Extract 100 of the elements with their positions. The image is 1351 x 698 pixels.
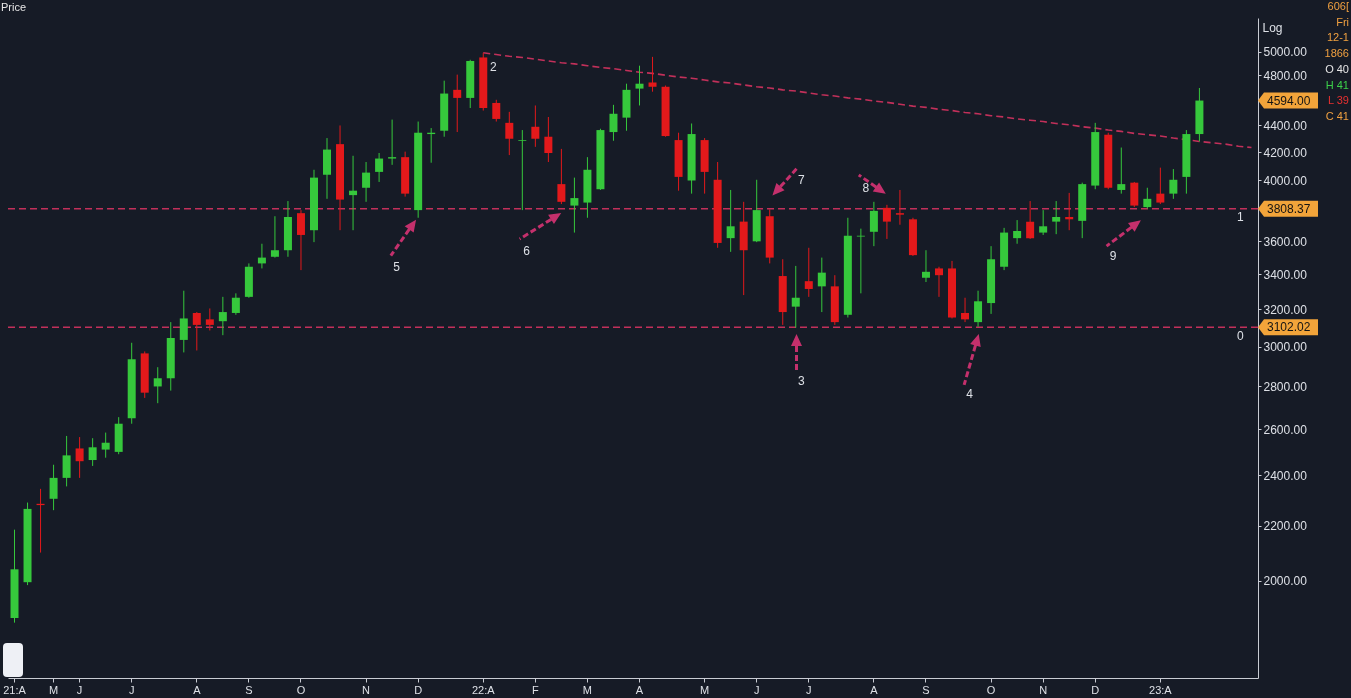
candlestick	[1130, 181, 1139, 208]
y-tick-label: 2000.00	[1263, 574, 1308, 589]
candlestick	[101, 432, 110, 459]
x-tick-label: F	[531, 683, 539, 696]
y-tick-label: 4200.00	[1263, 145, 1308, 160]
annotation: 0	[1236, 329, 1244, 343]
annotation: 2	[489, 59, 497, 74]
x-tick-label: O	[986, 683, 996, 696]
candlestick	[231, 292, 240, 316]
candlestick	[388, 119, 397, 166]
y-tick-label: 2800.00	[1263, 379, 1308, 394]
annotation: 6	[523, 244, 531, 258]
candlestick	[557, 148, 566, 205]
candlestick	[270, 215, 279, 259]
candlestick	[49, 464, 58, 511]
x-tick-label: M	[48, 683, 59, 696]
annotation: 5	[393, 260, 401, 274]
candlestick	[296, 209, 305, 271]
candlestick	[218, 296, 227, 336]
candlestick	[492, 99, 501, 123]
candlestick	[1026, 200, 1035, 240]
candlestick	[544, 116, 553, 163]
candlestick	[726, 189, 735, 253]
candlestick	[921, 249, 930, 283]
x-tick-label: O	[296, 683, 306, 696]
candlestick	[505, 111, 514, 156]
x-tick-label: 23:A	[1149, 683, 1173, 696]
candlestick	[375, 152, 384, 183]
x-tick-label: M	[700, 683, 710, 696]
candlestick	[1039, 209, 1048, 236]
candlestick	[362, 161, 371, 203]
candlestick	[179, 290, 188, 353]
candlestick	[570, 177, 579, 234]
annotation: 1	[1236, 210, 1244, 224]
candlestick	[934, 266, 943, 298]
text: Fri	[1336, 15, 1349, 28]
y-tick-label: 4400.00	[1263, 118, 1308, 133]
x-tick-label: D	[1091, 683, 1100, 696]
x-tick-label: A	[635, 683, 644, 696]
candlestick	[1169, 168, 1178, 200]
text: H 41	[1325, 78, 1349, 91]
text: 4594.00	[1267, 93, 1311, 108]
y-tick-label: 2200.00	[1263, 519, 1308, 534]
x-tick-label: S	[922, 683, 930, 696]
candlestick	[153, 366, 162, 404]
text: C 41	[1325, 109, 1349, 122]
candlestick	[869, 201, 878, 247]
x-tick-label: 22:A	[471, 683, 496, 696]
x-tick-label: A	[870, 683, 879, 696]
y-tick-label: 4800.00	[1263, 68, 1308, 83]
candlestick	[1117, 147, 1126, 195]
candlestick	[88, 437, 97, 467]
y-tick-label: 4000.00	[1263, 174, 1308, 188]
candlestick	[882, 204, 891, 240]
chart-title: Price	[1, 1, 27, 13]
y-tick-label: 3400.00	[1263, 267, 1308, 282]
candlestick	[518, 129, 527, 211]
annotation: 4	[966, 387, 974, 401]
y-tick-label: 5000.00	[1263, 45, 1308, 60]
x-tick-label: J	[76, 683, 83, 696]
text: 12-1	[1326, 31, 1349, 44]
annotation: 7	[798, 173, 806, 187]
y-tick-label: 3000.00	[1263, 340, 1308, 355]
x-tick-label: M	[582, 683, 593, 696]
x-tick-label: J	[806, 683, 812, 696]
x-tick-label: N	[362, 683, 371, 696]
x-tick-label: S	[245, 683, 253, 696]
candlestick	[75, 436, 84, 479]
text: L 39	[1327, 94, 1349, 107]
candlestick	[961, 297, 970, 323]
y-tick-label: 3600.00	[1263, 234, 1308, 249]
candlestick	[791, 265, 800, 329]
line-series	[482, 52, 1253, 149]
ref-line-label: 3808.37	[1267, 201, 1311, 216]
x-tick-label: J	[753, 683, 760, 696]
candlestick	[895, 189, 904, 226]
y-axis-title: Log	[1262, 20, 1283, 35]
candlestick	[817, 257, 826, 313]
candlestick	[205, 307, 214, 331]
x-tick-label: A	[193, 683, 202, 696]
candlestick	[609, 104, 618, 142]
candlestick	[1013, 219, 1022, 245]
annotation: 3	[798, 374, 806, 388]
x-tick-label: D	[414, 683, 423, 696]
text: 606[	[1327, 0, 1349, 12]
candlestick	[192, 311, 201, 351]
candlestick	[804, 247, 813, 298]
candlestick	[453, 74, 462, 133]
y-tick-label: 2600.00	[1263, 422, 1308, 437]
candlestick	[974, 290, 983, 328]
annotation: 8	[862, 181, 870, 195]
candlestick	[856, 228, 865, 294]
candlestick	[1143, 187, 1152, 210]
x-tick-label: J	[128, 683, 135, 696]
candlestick	[648, 56, 657, 93]
candlestick	[1052, 200, 1061, 235]
text: 1866	[1324, 47, 1349, 60]
candlestick	[62, 435, 71, 487]
candlestick	[349, 155, 358, 231]
text: O 40	[1325, 62, 1349, 75]
